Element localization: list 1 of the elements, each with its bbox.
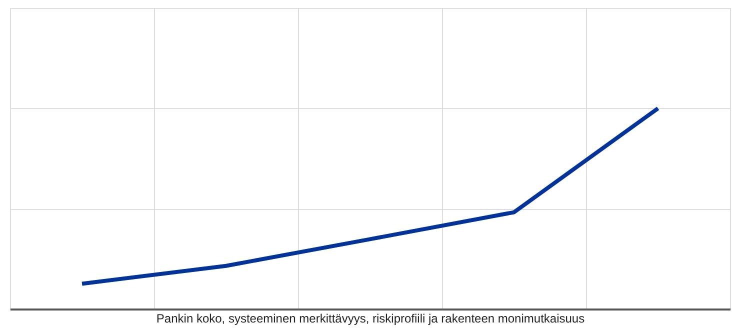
x-axis-title: Pankin koko, systeeminen merkittävyys, riskiprofiili ja rakenteen monimutkaisuus — [156, 312, 585, 326]
